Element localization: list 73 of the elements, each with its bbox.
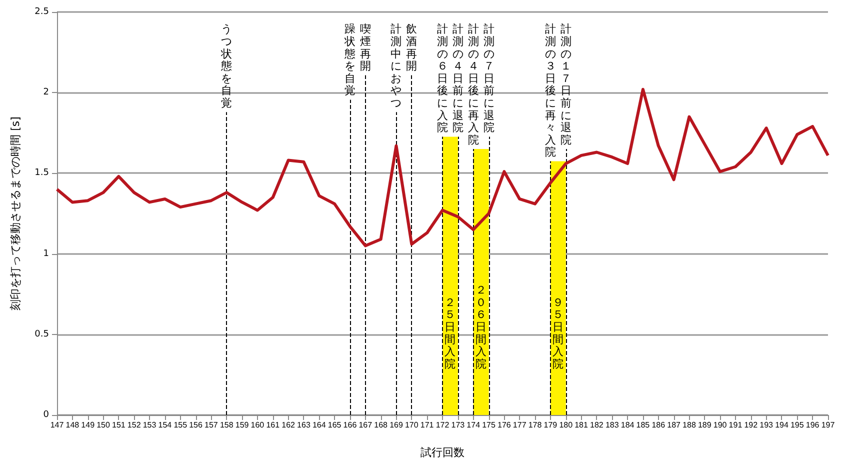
x-tick-label: 162: [282, 420, 296, 430]
x-tick-label: 189: [698, 420, 712, 430]
ref-line-label: 飲酒再開: [406, 22, 418, 73]
x-tick-label: 157: [204, 420, 218, 430]
x-tick-label: 179: [544, 420, 558, 430]
x-tick-label: 167: [358, 420, 373, 430]
x-tick-label: 174: [466, 420, 481, 430]
x-tick-label: 169: [390, 420, 404, 430]
x-tick-label: 148: [66, 420, 80, 430]
x-tick-label: 187: [667, 420, 682, 430]
text: 計測の４日前に退院: [452, 22, 464, 134]
band-label: ９５日間入院: [552, 296, 564, 370]
x-tick-label: 192: [744, 420, 758, 430]
ref-line-label: 喫煙再開: [360, 22, 371, 73]
x-tick-label: 171: [420, 420, 434, 430]
x-axis-title: 試行回数: [420, 446, 464, 459]
text: 計測の４日後に再入院: [468, 22, 479, 146]
x-tick-label: 194: [775, 420, 789, 430]
x-tick-label: 197: [821, 420, 836, 430]
y-tick-label: 1.5: [34, 168, 49, 178]
x-tick-label: 152: [127, 420, 142, 430]
x-tick-label: 191: [728, 420, 743, 430]
x-tick-label: 165: [328, 420, 342, 430]
text: 計測の６日後に入院: [437, 22, 448, 134]
x-tick-label: 170: [404, 420, 419, 430]
x-tick-label: 149: [81, 420, 96, 430]
x-tick-label: 180: [559, 420, 574, 430]
x-tick-label: 178: [528, 420, 542, 430]
band-label: ２５日間入院: [444, 296, 456, 370]
text: 計測の７日前に退院: [483, 22, 494, 134]
x-tick-label: 177: [512, 420, 527, 430]
x-tick-label: 155: [174, 420, 188, 430]
x-tick-label: 151: [112, 420, 126, 430]
ref-line-label: うつ状態を自覚: [220, 22, 232, 110]
x-tick-label: 164: [312, 420, 326, 430]
y-tick-label: 1: [43, 248, 49, 259]
text: 計測の１７日前に退院: [560, 22, 572, 146]
x-tick-label: 175: [482, 420, 496, 430]
x-tick-label: 160: [250, 420, 265, 430]
x-tick-label: 176: [498, 420, 512, 430]
y-tick-label: 0.5: [34, 329, 49, 340]
x-tick-label: 183: [605, 420, 620, 430]
x-tick-label: 188: [682, 420, 696, 430]
x-tick-label: 172: [436, 420, 450, 430]
ref-line-label: 躁状態を自覚: [343, 22, 356, 98]
x-tick-label: 154: [158, 420, 172, 430]
y-tick-label: 2: [43, 88, 49, 98]
x-tick-label: 186: [652, 420, 666, 430]
x-tick-label: 196: [806, 420, 820, 430]
x-tick-label: 159: [235, 420, 250, 430]
x-tick-label: 153: [142, 420, 157, 430]
x-tick-label: 156: [189, 420, 203, 430]
band-label: ２０６日間入院: [476, 284, 487, 370]
ref-line-label: 計測中におやつ: [390, 22, 402, 110]
x-tick-label: 195: [790, 420, 804, 430]
y-tick-label: 0: [43, 410, 50, 420]
y-axis-title: 刻印を打って移動させるまでの時間 [s]: [9, 116, 22, 310]
x-tick-label: 161: [266, 420, 280, 430]
y-tick-label: 2.5: [34, 7, 49, 17]
x-tick-label: 193: [760, 420, 774, 430]
x-tick-label: 184: [620, 420, 635, 430]
x-tick-label: 181: [574, 420, 588, 430]
x-tick-label: 166: [343, 420, 358, 430]
text: 計測の３日後に再々入院: [544, 22, 556, 159]
x-tick-label: 150: [96, 420, 110, 430]
x-tick-label: 190: [713, 420, 728, 430]
x-tick-label: 182: [590, 420, 604, 430]
x-tick-label: 185: [636, 420, 650, 430]
x-tick-label: 147: [50, 420, 64, 430]
x-tick-label: 163: [297, 420, 311, 430]
x-tick-label: 158: [220, 420, 234, 430]
x-tick-label: 168: [374, 420, 388, 430]
x-tick-label: 173: [451, 420, 466, 430]
